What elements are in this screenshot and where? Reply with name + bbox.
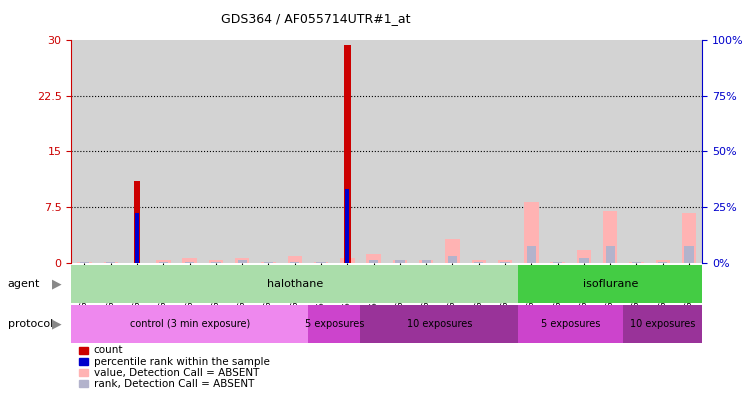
Bar	[395, 260, 405, 263]
Text: halothane: halothane	[267, 279, 323, 289]
Bar	[156, 260, 170, 263]
Bar	[498, 260, 512, 263]
Bar	[448, 256, 457, 263]
Bar	[603, 211, 617, 263]
Bar	[211, 262, 221, 263]
Text: 5 exposures: 5 exposures	[304, 319, 364, 329]
Bar	[393, 260, 407, 263]
Bar	[421, 260, 431, 263]
Text: agent: agent	[8, 279, 40, 289]
Bar	[158, 262, 168, 263]
Bar	[340, 258, 354, 263]
Bar	[237, 260, 247, 263]
Bar	[106, 262, 116, 263]
Bar	[658, 262, 668, 263]
Bar	[682, 213, 696, 263]
Bar	[579, 258, 589, 263]
Bar	[314, 262, 328, 263]
Bar	[419, 260, 433, 263]
Bar	[71, 305, 308, 343]
Text: percentile rank within the sample: percentile rank within the sample	[94, 356, 270, 367]
Bar	[235, 258, 249, 263]
Bar	[360, 305, 518, 343]
Bar	[71, 265, 518, 303]
Bar	[104, 262, 118, 263]
Text: isoflurane: isoflurane	[583, 279, 638, 289]
Bar	[80, 262, 89, 263]
Bar	[366, 254, 381, 263]
Bar	[135, 213, 139, 263]
Bar	[474, 262, 484, 263]
Bar	[261, 262, 276, 263]
Bar	[526, 246, 536, 263]
Text: 10 exposures: 10 exposures	[406, 319, 472, 329]
Bar	[518, 265, 702, 303]
Bar	[623, 305, 702, 343]
Text: rank, Detection Call = ABSENT: rank, Detection Call = ABSENT	[94, 379, 255, 389]
Bar	[445, 240, 460, 263]
Bar	[308, 305, 360, 343]
Bar	[316, 262, 326, 263]
Bar	[369, 260, 379, 263]
Bar	[605, 246, 615, 263]
Bar	[290, 262, 300, 263]
Text: protocol: protocol	[8, 319, 53, 329]
Text: ▶: ▶	[52, 318, 61, 330]
Bar	[288, 256, 302, 263]
Bar	[656, 260, 670, 263]
Bar	[264, 262, 273, 263]
Bar	[632, 262, 641, 263]
Bar	[134, 181, 140, 263]
Bar	[518, 305, 623, 343]
Bar	[553, 262, 562, 263]
Bar	[209, 260, 223, 263]
Bar	[524, 202, 538, 263]
Text: value, Detection Call = ABSENT: value, Detection Call = ABSENT	[94, 367, 259, 378]
Text: 10 exposures: 10 exposures	[630, 319, 695, 329]
Bar	[577, 250, 591, 263]
Bar	[472, 260, 486, 263]
Text: 5 exposures: 5 exposures	[541, 319, 601, 329]
Bar	[185, 262, 195, 263]
Bar	[345, 189, 349, 263]
Bar	[77, 262, 92, 263]
Text: ▶: ▶	[52, 278, 61, 291]
Bar	[500, 262, 510, 263]
Bar	[684, 246, 694, 263]
Bar	[182, 258, 197, 263]
Bar	[629, 262, 644, 263]
Bar	[550, 262, 565, 263]
Text: GDS364 / AF055714UTR#1_at: GDS364 / AF055714UTR#1_at	[221, 12, 410, 25]
Text: control (3 min exposure): control (3 min exposure)	[129, 319, 250, 329]
Bar	[344, 45, 351, 263]
Text: count: count	[94, 345, 123, 356]
